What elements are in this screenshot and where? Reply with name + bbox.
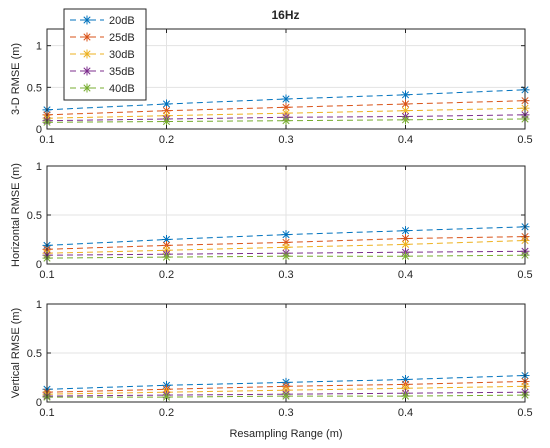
legend-entry-25dB: 25dB [70,32,135,44]
x-tick-label: 0.2 [159,269,174,281]
subplot-3: 0.1 0.2 0.3 0.4 0.5 0 0.5 1 Vertical RMSE (m) Res… [10,299,533,440]
y-axis-label: 3-D RMSE (m) [10,43,22,115]
data-point [281,230,291,240]
y-tick-label: 1 [36,41,42,53]
y-tick-label: 0.5 [27,348,42,360]
legend-label: 35dB [109,66,135,78]
x-tick-label: 0.3 [278,407,293,419]
data-point [401,226,410,236]
data-point [401,251,410,261]
legend: 20dB 25dB 30dB 35dB 40dB [63,8,147,101]
legend-marker [82,49,92,59]
y-tick-label: 0 [36,397,42,409]
data-point [281,116,291,126]
legend-marker [82,15,92,25]
x-tick-label: 0.5 [517,407,532,419]
x-tick-label: 0.4 [398,407,413,419]
subplot-2: 0.1 0.2 0.3 0.4 0.5 0 0.5 1 Horizontal RMSE (m) [10,161,533,281]
x-tick-label: 0.3 [278,269,293,281]
legend-entry-30dB: 30dB [70,49,135,61]
x-tick-label: 0.3 [278,134,293,146]
data-point [281,102,291,112]
data-point [401,90,410,100]
legend-entry-40dB: 40dB [70,83,135,95]
x-tick-label: 0.2 [159,134,174,146]
data-point [401,106,410,116]
legend-entry-35dB: 35dB [70,66,135,78]
legend-marker [82,83,92,93]
data-point [401,239,410,249]
legend-entry-20dB: 20dB [70,15,135,27]
subplots: 0.1 0.2 0.3 0.4 0.500.513-D RMSE (m)0.1 0.2 0.… [10,28,533,440]
x-axis-label: Resampling Range (m) [229,428,342,440]
data-point [401,115,410,125]
x-tick-label: 0.1 [39,407,54,419]
data-point [281,94,291,104]
x-tick-label: 0.1 [39,269,54,281]
data-point [162,99,171,109]
y-tick-label: 0.5 [27,210,42,222]
legend-label: 20dB [109,15,135,27]
legend-label: 40dB [109,83,135,95]
data-point [401,234,410,244]
x-tick-label: 0.4 [398,269,413,281]
data-point [162,392,171,402]
y-tick-label: 0.5 [27,82,42,94]
legend-label: 25dB [109,32,135,44]
y-tick-label: 0 [36,259,42,271]
x-tick-label: 0.5 [517,134,532,146]
legend-marker [82,32,92,42]
data-point [162,117,171,126]
y-tick-label: 1 [36,299,42,311]
y-axis-label: Horizontal RMSE (m) [10,163,22,267]
legend-marker [82,66,92,76]
y-tick-label: 1 [36,161,42,173]
legend-box [63,8,147,101]
data-point [281,251,291,261]
chart-title: 16Hz [271,8,299,22]
y-tick-label: 0 [36,124,42,136]
x-tick-label: 0.2 [159,407,174,419]
y-axis-label: Vertical RMSE (m) [10,308,22,398]
x-tick-label: 0.4 [398,134,413,146]
x-tick-label: 0.1 [39,134,54,146]
legend-label: 30dB [109,49,135,61]
x-tick-label: 0.5 [517,269,532,281]
